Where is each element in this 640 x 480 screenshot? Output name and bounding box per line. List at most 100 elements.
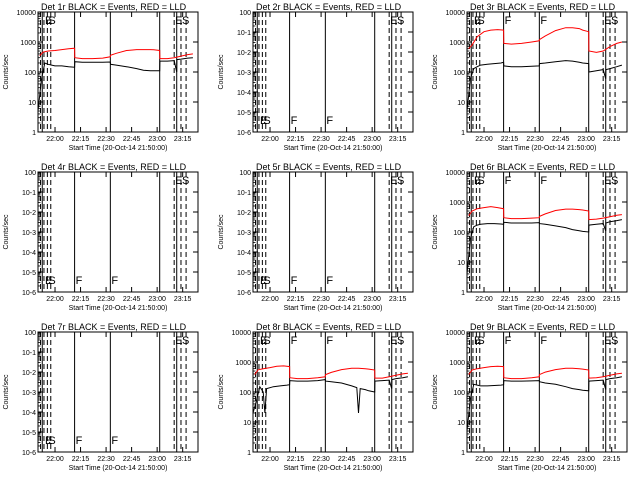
y-tick-label: 1000 [449, 40, 465, 47]
x-axis-label: Start Time (20-Oct-14 21:50:00) [284, 145, 383, 152]
x-tick-label: 22:15 [72, 296, 90, 303]
detector-panel-1: Det 1r BLACK = Events, RED = LLD Counts/s… [3, 2, 199, 152]
y-tick-label: 10-1 [237, 190, 251, 197]
x-tick-label: 22:45 [123, 456, 141, 463]
marker-label: S [263, 115, 270, 127]
marker-label: F [111, 435, 118, 447]
x-tick-label: 22:15 [501, 136, 519, 143]
x-tick-label: 22:15 [501, 296, 519, 303]
x-tick-label: 22:15 [72, 456, 90, 463]
x-tick-label: 22:00 [46, 296, 64, 303]
marker-label: S [263, 275, 270, 287]
x-axis-label: Start Time (20-Oct-14 21:50:00) [69, 305, 168, 312]
x-tick-label: 22:15 [287, 136, 305, 143]
y-tick-label: 10-4 [22, 250, 36, 257]
marker-label: E [474, 15, 481, 27]
plot-frame [466, 331, 628, 453]
marker-label: E [175, 15, 182, 27]
panel-title: Det 1r BLACK = Events, RED = LLD [41, 2, 187, 12]
x-axis-label: Start Time (20-Oct-14 21:50:00) [69, 145, 168, 152]
marker-label: F [540, 15, 547, 27]
marker-label: F [291, 335, 298, 347]
x-tick-label: 22:00 [261, 296, 279, 303]
marker-label: F [505, 175, 512, 187]
marker-label: S [48, 15, 55, 27]
y-axis-label: Counts/sec [3, 214, 10, 250]
y-tick-label: 10-3 [237, 230, 251, 237]
y-tick-label: 100 [239, 390, 251, 397]
x-tick-label: 22:00 [475, 296, 493, 303]
y-tick-label: 10000 [446, 330, 466, 337]
y-tick-label: 10-5 [237, 270, 251, 277]
y-tick-label: 10-1 [22, 190, 36, 197]
x-tick-label: 22:15 [287, 456, 305, 463]
x-axis-label: Start Time (20-Oct-14 21:50:00) [69, 465, 168, 472]
x-tick-label: 23:00 [363, 456, 381, 463]
marker-label: E [175, 175, 182, 187]
x-tick-label: 22:30 [97, 136, 115, 143]
marker-label: F [326, 335, 333, 347]
marker-label: S [48, 435, 55, 447]
lld-series-line [468, 365, 622, 380]
y-axis-label: Counts/sec [3, 374, 10, 410]
y-tick-label: 1 [461, 130, 465, 137]
events-series-line [252, 376, 408, 414]
marker-label: E [45, 15, 52, 27]
x-tick-label: 23:15 [603, 456, 621, 463]
x-tick-label: 23:00 [363, 136, 381, 143]
marker-label: E [45, 275, 52, 287]
x-tick-label: 22:30 [526, 456, 544, 463]
x-tick-label: 22:45 [552, 456, 570, 463]
y-tick-label: 10 [28, 100, 36, 107]
x-tick-label: 23:00 [148, 136, 166, 143]
y-tick-label: 10-4 [22, 410, 36, 417]
y-axis-label: Counts/sec [218, 214, 225, 250]
y-tick-label: 100 [239, 170, 251, 177]
x-tick-label: 22:45 [552, 136, 570, 143]
marker-label: E [474, 175, 481, 187]
x-tick-label: 22:00 [261, 456, 279, 463]
y-tick-label: 10 [457, 100, 465, 107]
y-tick-label: 100 [24, 170, 36, 177]
x-tick-label: 22:30 [97, 296, 115, 303]
marker-label: F [291, 275, 298, 287]
detector-panel-6: Det 6r BLACK = Events, RED = LLD Counts/s… [432, 162, 628, 312]
x-tick-label: 23:15 [389, 296, 407, 303]
marker-label: E [260, 275, 267, 287]
plot-frame [37, 11, 199, 133]
y-tick-label: 10 [243, 420, 251, 427]
y-tick-label: 10 [457, 420, 465, 427]
plot-frame [252, 171, 414, 293]
marker-label: F [326, 275, 333, 287]
x-tick-label: 23:00 [577, 456, 595, 463]
panel-title: Det 5r BLACK = Events, RED = LLD [256, 162, 402, 172]
marker-label: E [604, 15, 611, 27]
x-axis-label: Start Time (20-Oct-14 21:50:00) [498, 465, 597, 472]
x-tick-label: 22:45 [338, 136, 356, 143]
y-tick-label: 10-5 [22, 270, 36, 277]
y-tick-label: 10-6 [237, 130, 251, 137]
y-tick-label: 10-2 [22, 210, 36, 217]
x-tick-label: 22:30 [312, 296, 330, 303]
y-tick-label: 100 [239, 10, 251, 17]
marker-label: S [477, 335, 484, 347]
y-tick-label: 10-4 [237, 250, 251, 257]
x-axis-label: Start Time (20-Oct-14 21:50:00) [498, 305, 597, 312]
x-tick-label: 23:15 [389, 456, 407, 463]
marker-label: F [111, 275, 118, 287]
x-tick-label: 23:15 [174, 456, 192, 463]
y-tick-label: 1 [247, 450, 251, 457]
y-tick-label: 100 [24, 70, 36, 77]
detector-panel-3: Det 3r BLACK = Events, RED = LLD Counts/s… [432, 2, 628, 152]
x-tick-label: 22:00 [475, 136, 493, 143]
y-axis-label: Counts/sec [432, 214, 439, 250]
plot-frame [466, 171, 628, 293]
x-tick-label: 22:00 [46, 456, 64, 463]
marker-label: F [505, 335, 512, 347]
detector-panel-8: Det 8r BLACK = Events, RED = LLD Counts/s… [218, 322, 414, 472]
y-tick-label: 1000 [235, 360, 251, 367]
marker-label: E [604, 335, 611, 347]
x-tick-label: 23:15 [603, 136, 621, 143]
y-tick-label: 10-2 [237, 50, 251, 57]
y-tick-label: 1 [32, 130, 36, 137]
